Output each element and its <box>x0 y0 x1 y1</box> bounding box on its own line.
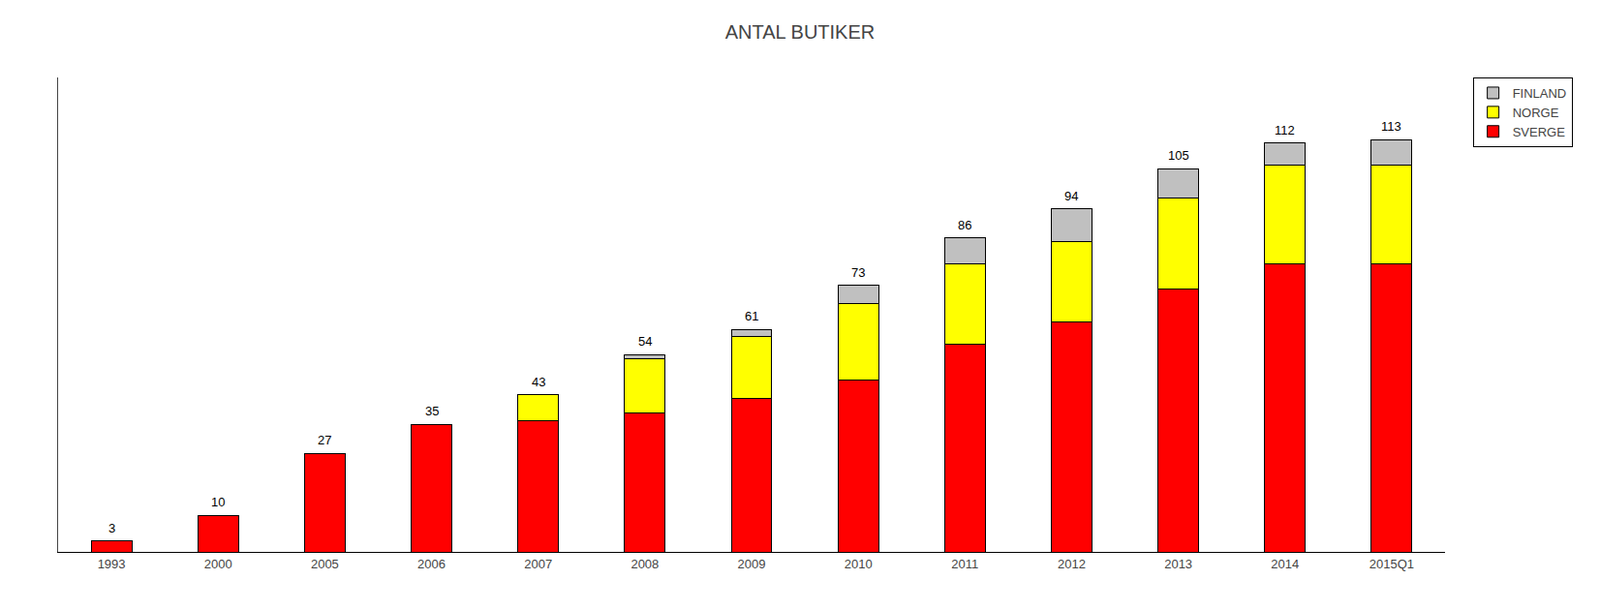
svg-text:NORGE: NORGE <box>1512 105 1560 121</box>
svg-text:105: 105 <box>1168 148 1190 163</box>
svg-text:2015Q1: 2015Q1 <box>1369 556 1415 572</box>
svg-text:2000: 2000 <box>204 556 233 572</box>
svg-text:SVERGE: SVERGE <box>1512 124 1567 140</box>
svg-text:43: 43 <box>531 374 546 390</box>
svg-text:2009: 2009 <box>738 556 767 572</box>
svg-text:94: 94 <box>1064 188 1078 204</box>
svg-text:2005: 2005 <box>310 556 339 572</box>
svg-text:2013: 2013 <box>1164 556 1193 572</box>
svg-text:ANTAL BUTIKER: ANTAL BUTIKER <box>725 21 875 43</box>
svg-text:2006: 2006 <box>417 556 446 572</box>
svg-text:2012: 2012 <box>1057 556 1086 572</box>
svg-text:113: 113 <box>1381 119 1402 134</box>
svg-text:2007: 2007 <box>523 556 553 572</box>
svg-text:73: 73 <box>851 265 865 280</box>
svg-text:2011: 2011 <box>951 556 979 572</box>
svg-text:1993: 1993 <box>97 556 126 572</box>
svg-text:FINLAND: FINLAND <box>1512 86 1568 101</box>
svg-text:2010: 2010 <box>844 556 873 572</box>
svg-text:3: 3 <box>108 521 116 536</box>
svg-text:27: 27 <box>317 432 332 448</box>
svg-text:54: 54 <box>638 334 652 349</box>
svg-text:61: 61 <box>744 308 759 324</box>
svg-text:112: 112 <box>1274 123 1295 138</box>
svg-text:35: 35 <box>425 403 439 419</box>
svg-text:2014: 2014 <box>1270 556 1299 572</box>
svg-text:86: 86 <box>957 217 972 233</box>
svg-text:2008: 2008 <box>630 556 659 572</box>
svg-text:10: 10 <box>211 494 225 510</box>
